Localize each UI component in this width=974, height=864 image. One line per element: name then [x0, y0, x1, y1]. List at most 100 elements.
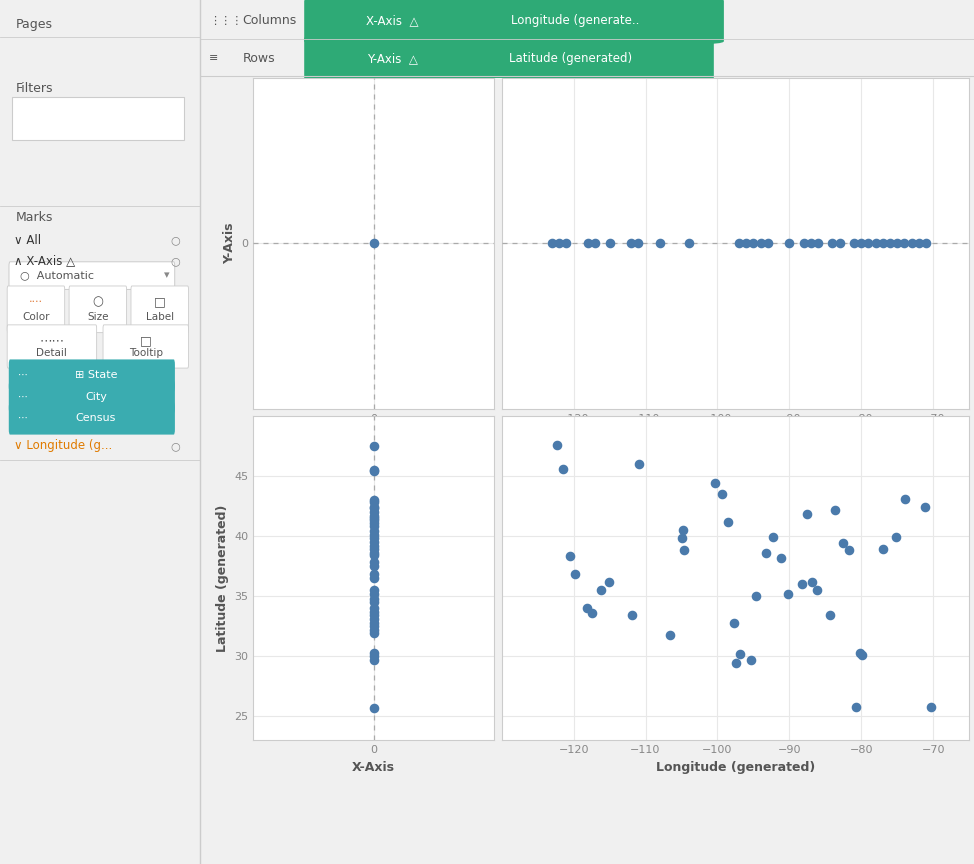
Point [868, 237, 883, 251]
Text: Tooltip: Tooltip [129, 348, 163, 359]
Point [366, 571, 382, 585]
Text: Detail: Detail [36, 348, 67, 359]
Point [567, 568, 582, 581]
Point [549, 438, 565, 452]
Point [827, 503, 843, 517]
Point [745, 237, 761, 251]
Point [888, 530, 904, 544]
Point [583, 606, 599, 619]
X-axis label: Longitude (generated): Longitude (generated) [656, 761, 815, 774]
Point [853, 237, 869, 251]
Point [593, 583, 609, 597]
Point [631, 457, 647, 471]
Point [366, 538, 382, 552]
Point [721, 515, 736, 529]
Point [366, 495, 382, 509]
Text: Size: Size [87, 312, 108, 322]
Text: ⋅⋅⋅⋅: ⋅⋅⋅⋅ [29, 296, 43, 307]
Point [366, 513, 382, 527]
Y-axis label: Latitude (generated): Latitude (generated) [215, 505, 229, 651]
Point [366, 549, 382, 562]
Point [653, 237, 668, 251]
Point [366, 501, 382, 515]
Point [889, 237, 905, 251]
Point [579, 601, 594, 615]
Point [366, 543, 382, 556]
Point [852, 645, 868, 659]
Text: Y-Axis  △: Y-Axis △ [366, 52, 418, 65]
Point [748, 589, 764, 603]
Text: ⋯: ⋯ [18, 391, 27, 402]
Point [804, 237, 819, 251]
FancyBboxPatch shape [304, 0, 480, 44]
Point [366, 559, 382, 573]
FancyBboxPatch shape [7, 325, 96, 368]
Point [366, 535, 382, 549]
Point [366, 619, 382, 633]
Point [544, 237, 560, 251]
Point [366, 601, 382, 615]
FancyBboxPatch shape [428, 0, 724, 44]
Text: ≡: ≡ [209, 54, 218, 63]
Point [366, 519, 382, 533]
Point [760, 237, 775, 251]
Point [366, 645, 382, 659]
Point [758, 546, 773, 560]
Point [366, 500, 382, 514]
Point [366, 612, 382, 626]
Text: Filters: Filters [16, 81, 54, 95]
Text: Latitude (generated): Latitude (generated) [509, 52, 632, 65]
Point [366, 626, 382, 640]
Text: ⋮⋮⋮: ⋮⋮⋮ [209, 16, 243, 26]
Point [846, 237, 862, 251]
Point [366, 653, 382, 667]
Text: ⊞ State: ⊞ State [75, 370, 117, 380]
Text: Census: Census [76, 413, 116, 423]
Text: ○: ○ [169, 441, 179, 451]
Point [366, 592, 382, 606]
Point [366, 583, 382, 597]
Text: City: City [85, 391, 107, 402]
FancyBboxPatch shape [9, 262, 174, 289]
Point [551, 237, 567, 251]
Text: ○: ○ [93, 295, 103, 308]
Point [727, 616, 742, 630]
Point [366, 568, 382, 581]
Point [366, 650, 382, 664]
Point [794, 577, 809, 591]
Text: Marks: Marks [16, 211, 54, 225]
Point [366, 528, 382, 542]
Text: ○: ○ [169, 235, 179, 245]
Point [366, 505, 382, 518]
Point [822, 608, 838, 622]
Point [729, 657, 744, 670]
Point [847, 700, 863, 714]
Point [601, 575, 617, 588]
Point [731, 237, 747, 251]
Text: ⋯⋯: ⋯⋯ [39, 334, 64, 347]
Point [738, 237, 754, 251]
Text: Color: Color [22, 312, 50, 322]
Point [882, 237, 898, 251]
Point [366, 605, 382, 619]
Point [832, 237, 847, 251]
Point [897, 237, 913, 251]
FancyBboxPatch shape [131, 286, 189, 333]
Point [810, 237, 826, 251]
X-axis label: X-Axis: X-Axis [352, 761, 395, 774]
Point [773, 550, 789, 564]
Point [875, 237, 890, 251]
Text: ○  Automatic: ○ Automatic [19, 270, 94, 281]
Point [366, 524, 382, 538]
Point [562, 550, 578, 563]
Point [366, 509, 382, 523]
Point [366, 556, 382, 569]
FancyBboxPatch shape [103, 325, 189, 368]
Point [923, 700, 939, 714]
Text: Pages: Pages [16, 17, 53, 31]
FancyBboxPatch shape [12, 97, 184, 140]
Point [366, 493, 382, 507]
Point [555, 461, 571, 475]
Point [366, 623, 382, 637]
Point [765, 530, 780, 544]
